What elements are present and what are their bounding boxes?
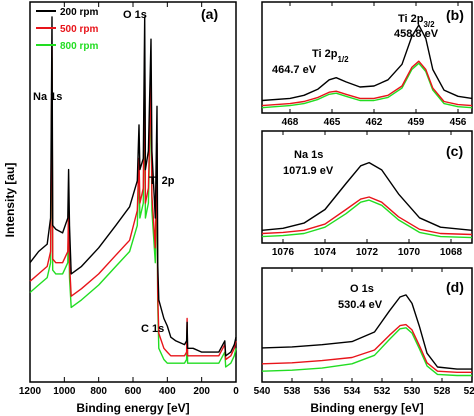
panel-d-plot-area: 540 538 536 534 532 530 528 526 <box>254 268 474 397</box>
panel-c-letter: (c) <box>446 143 463 159</box>
annotation-o1s: O 1s <box>123 9 147 21</box>
x-tick-label: 600 <box>125 386 142 397</box>
x-tick-label: 1000 <box>53 386 76 397</box>
x-tick-label: 459 <box>408 117 425 128</box>
panel-a: 1200 1000 800 600 400 200 0 (a) O 1s Na 1s Ti … <box>19 1 239 415</box>
x-tick-label: 456 <box>450 117 467 128</box>
x-tick-label: 1074 <box>314 247 337 258</box>
x-tick-label: 200 <box>193 386 210 397</box>
panel-d-letter: (d) <box>446 279 464 295</box>
x-tick-label: 0 <box>233 386 239 397</box>
x-tick-label: 1070 <box>398 247 421 258</box>
series-line-800-rpm <box>261 62 473 109</box>
panel-b-letter: (b) <box>446 7 464 23</box>
panel-a-frame <box>29 1 237 383</box>
annotation-ti2p12-value: 464.7 eV <box>272 64 317 76</box>
legend-label-800: 800 rpm <box>60 41 98 52</box>
x-tick-label: 1072 <box>356 247 379 258</box>
annotation-c1s: C 1s <box>141 323 164 335</box>
x-axis-label-a: Binding energy [eV] <box>76 401 189 415</box>
x-tick-label: 530 <box>404 386 421 397</box>
annotation-ti2p32-label: Ti 2p3/2 <box>398 13 435 29</box>
annotation-ti2p12-sub: 1/2 <box>337 55 349 64</box>
x-tick-label: 468 <box>282 117 299 128</box>
legend: 200 rpm 500 rpm 800 rpm <box>36 7 98 52</box>
x-tick-label: 462 <box>366 117 383 128</box>
panel-b-frame <box>261 1 473 114</box>
series-line-500-rpm <box>261 323 472 373</box>
series-line-200-rpm <box>261 161 473 231</box>
series-line-500-rpm <box>29 46 237 361</box>
panel-c: 1076 1074 1072 1070 1068 (c) Na 1s 1071.9 eV <box>261 130 473 258</box>
y-axis-label: Intensity [au] <box>3 163 17 238</box>
annotation-o1s-value: 530.4 eV <box>338 299 383 311</box>
annotation-ti2p12-label: Ti 2p1/2 <box>312 48 349 64</box>
x-tick-label: 532 <box>374 386 391 397</box>
x-tick-label: 1200 <box>19 386 42 397</box>
legend-label-500: 500 rpm <box>60 24 98 35</box>
legend-label-200: 200 rpm <box>60 7 98 18</box>
x-tick-label: 465 <box>324 117 341 128</box>
panel-b-plot-area: 468 465 462 459 456 <box>261 2 473 128</box>
annotation-na1s-value: 1071.9 eV <box>283 165 334 177</box>
annotation-ti2p32-value: 458.8 eV <box>394 28 439 40</box>
x-axis-label-d: Binding energy [eV] <box>310 401 423 415</box>
x-tick-label: 1076 <box>272 247 295 258</box>
x-tick-label: 528 <box>434 386 451 397</box>
annotation-ti2p32-sub: 3/2 <box>423 20 435 29</box>
annotation-o1s-label: O 1s <box>350 283 374 295</box>
series-line-200-rpm <box>29 16 237 357</box>
x-tick-label: 534 <box>344 386 361 397</box>
panel-a-letter: (a) <box>201 6 218 22</box>
series-line-800-rpm <box>261 327 472 377</box>
series-line-200-rpm <box>261 294 472 370</box>
panel-c-plot-area: 1076 1074 1072 1070 1068 <box>261 131 473 258</box>
annotation-na1s-label: Na 1s <box>294 149 323 161</box>
x-tick-label: 538 <box>284 386 301 397</box>
x-tick-label: 540 <box>254 386 271 397</box>
series-line-200-rpm <box>261 24 473 102</box>
annotation-ti2p: Ti 2p <box>149 175 175 187</box>
x-tick-label: 400 <box>159 386 176 397</box>
panel-b: 468 465 462 459 456 (b) Ti 2p3/2 458.8 eV Ti… <box>261 1 473 128</box>
panel-a-plot-area: 1200 1000 800 600 400 200 0 <box>19 2 239 397</box>
panel-d: 540 538 536 534 532 530 528 526 (d) O 1s 530.4 … <box>254 267 474 415</box>
x-tick-label: 536 <box>314 386 331 397</box>
series-line-800-rpm <box>261 199 473 239</box>
annotation-ti2p32-main: Ti 2p <box>398 13 424 25</box>
x-tick-label: 800 <box>90 386 107 397</box>
panel-d-frame <box>261 267 473 383</box>
annotation-na1s: Na 1s <box>33 91 62 103</box>
series-line-500-rpm <box>261 196 473 236</box>
annotation-ti2p12-main: Ti 2p <box>312 48 338 60</box>
x-tick-label: 526 <box>464 386 474 397</box>
series-line-500-rpm <box>261 60 473 107</box>
series-line-800-rpm <box>29 57 237 368</box>
x-tick-label: 1068 <box>440 247 463 258</box>
